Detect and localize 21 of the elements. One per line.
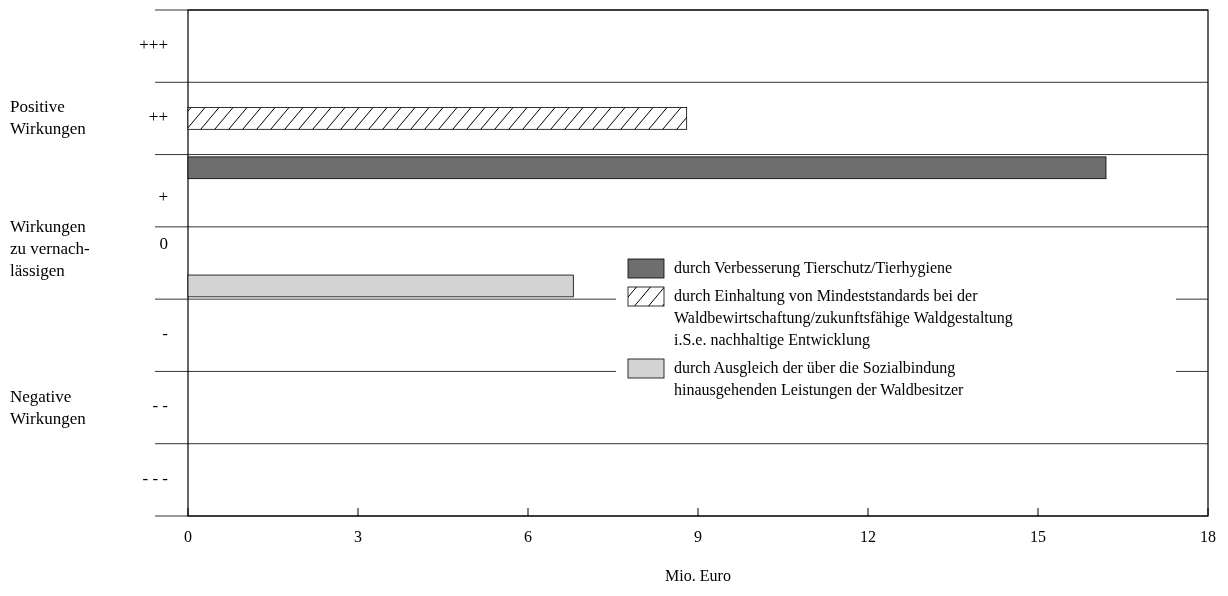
x-tick-label: 6 bbox=[524, 528, 532, 545]
x-tick-label: 15 bbox=[1030, 528, 1046, 545]
x-tick-label: 18 bbox=[1200, 528, 1216, 545]
text: Negative Wirkungen bbox=[10, 386, 87, 428]
legend-label: durch Ausgleich der über die Sozialbindung hinausgehenden Leistungen der Waldbesitzer bbox=[674, 359, 965, 399]
y-tick-label: - bbox=[162, 324, 169, 344]
x-tick-label: 0 bbox=[184, 528, 192, 545]
y-tick-label: ++ bbox=[148, 107, 168, 127]
x-axis-title: Mio. Euro bbox=[665, 567, 731, 584]
x-tick-label: 12 bbox=[860, 528, 876, 545]
x-tick-label: 3 bbox=[354, 528, 362, 545]
x-tick-label: 9 bbox=[694, 528, 702, 545]
text: Wirkungen zu vernach-lässigen bbox=[10, 216, 91, 280]
legend-label: durch Einhaltung von Mindeststandards bei der Waldbewirtschaftung/zukunftsfähige Waldgestaltung i.S.e. nachhaltige Entwicklung bbox=[674, 287, 1013, 349]
y-tick-label: +++ bbox=[139, 35, 168, 55]
text: Positive Wirkungen bbox=[10, 97, 87, 139]
y-tick-label: - - bbox=[152, 396, 169, 416]
y-tick-label: - - - bbox=[142, 468, 169, 488]
y-tick-label: 0 bbox=[159, 233, 168, 253]
y-tick-label: + bbox=[158, 186, 168, 206]
legend-label: durch Verbesserung Tierschutz/Tierhygiene bbox=[674, 259, 953, 277]
